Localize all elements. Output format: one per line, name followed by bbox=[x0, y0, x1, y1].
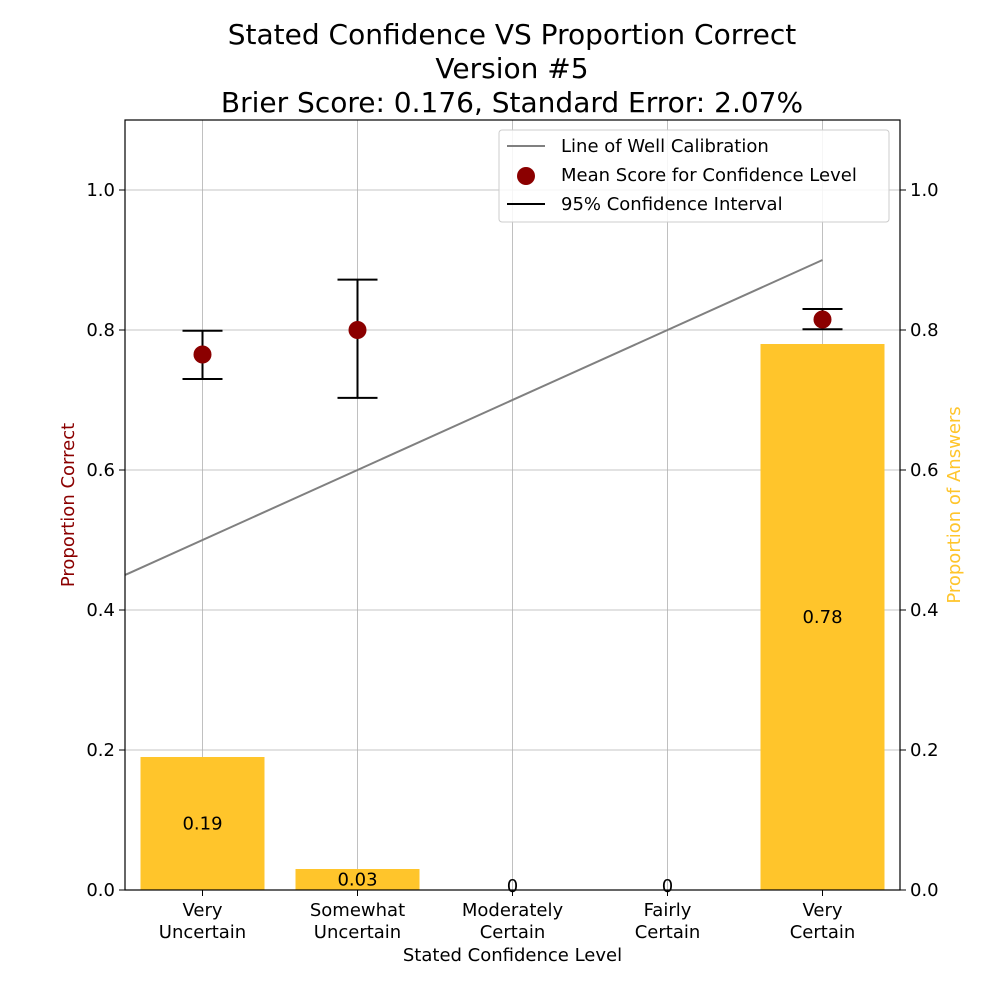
left-y-axis: 0.0 0.2 0.4 0.6 0.8 1.0 bbox=[86, 180, 125, 901]
x-tick-label: Uncertain bbox=[314, 922, 401, 943]
mean-score-markers bbox=[193, 310, 832, 364]
y-tick-label-right: 0.4 bbox=[910, 600, 939, 621]
right-y-axis-label: Proportion of Answers bbox=[944, 406, 965, 603]
bar-value-label: 0.19 bbox=[182, 814, 222, 835]
x-axis: VeryUncertainSomewhatUncertainModerately… bbox=[159, 890, 856, 943]
y-tick-label-right: 0.8 bbox=[910, 320, 939, 341]
x-tick-label: Moderately bbox=[462, 900, 564, 921]
bar-value-label: 0 bbox=[507, 876, 518, 897]
legend-box bbox=[498, 129, 890, 223]
y-tick-label-left: 1.0 bbox=[86, 180, 115, 201]
confidence-intervals bbox=[182, 278, 843, 399]
mean-score-marker bbox=[813, 310, 832, 329]
title-line-2: Version #5 bbox=[435, 52, 588, 85]
y-tick-label-right: 0.0 bbox=[910, 880, 939, 901]
bar-value-label: 0 bbox=[662, 876, 673, 897]
right-y-axis: 0.0 0.2 0.4 0.6 0.8 1.0 bbox=[900, 180, 939, 901]
chart-title: Stated Confidence VS Proportion Correct … bbox=[221, 18, 803, 119]
y-tick-label-left: 0.0 bbox=[86, 880, 115, 901]
answer-bar bbox=[295, 869, 420, 890]
y-tick-label-right: 0.6 bbox=[910, 460, 939, 481]
y-tick-label-right: 1.0 bbox=[910, 180, 939, 201]
y-tick-label-left: 0.8 bbox=[86, 320, 115, 341]
legend-marker-swatch bbox=[517, 167, 535, 185]
bar-value-labels: 0.19 0.03 0 0 0.78 bbox=[182, 607, 842, 897]
x-tick-label: Certain bbox=[635, 922, 701, 943]
answer-proportion-bars bbox=[140, 344, 885, 890]
x-tick-label: Uncertain bbox=[159, 922, 246, 943]
title-line-3: Brier Score: 0.176, Standard Error: 2.07… bbox=[221, 86, 803, 119]
left-y-axis-label: Proportion Correct bbox=[58, 423, 79, 587]
calibration-line bbox=[124, 259, 823, 576]
y-tick-label-right: 0.2 bbox=[910, 740, 939, 761]
y-tick-label-left: 0.4 bbox=[86, 600, 115, 621]
x-axis-label: Stated Confidence Level bbox=[403, 945, 622, 966]
legend-entry: 95% Confidence Interval bbox=[561, 194, 783, 215]
x-tick-label: Fairly bbox=[644, 900, 692, 921]
bar-value-label: 0.03 bbox=[337, 870, 377, 891]
x-tick-label: Certain bbox=[790, 922, 856, 943]
calibration-line-group bbox=[124, 259, 823, 576]
x-tick-label: Somewhat bbox=[310, 900, 405, 921]
mean-score-marker bbox=[348, 321, 367, 339]
x-tick-label: Very bbox=[802, 900, 842, 921]
y-tick-label-left: 0.2 bbox=[86, 740, 115, 761]
bar-value-label: 0.78 bbox=[802, 607, 842, 628]
answer-bar bbox=[760, 344, 885, 890]
title-line-1: Stated Confidence VS Proportion Correct bbox=[228, 18, 797, 51]
x-tick-label: Very bbox=[182, 900, 222, 921]
y-tick-label-left: 0.6 bbox=[86, 460, 115, 481]
legend-entry: Mean Score for Confidence Level bbox=[561, 165, 857, 186]
legend: Line of Well Calibration Mean Score for C… bbox=[498, 129, 890, 223]
mean-score-marker bbox=[193, 345, 212, 364]
legend-entry: Line of Well Calibration bbox=[561, 136, 769, 157]
x-tick-label: Certain bbox=[480, 922, 546, 943]
answer-bar bbox=[140, 757, 265, 890]
